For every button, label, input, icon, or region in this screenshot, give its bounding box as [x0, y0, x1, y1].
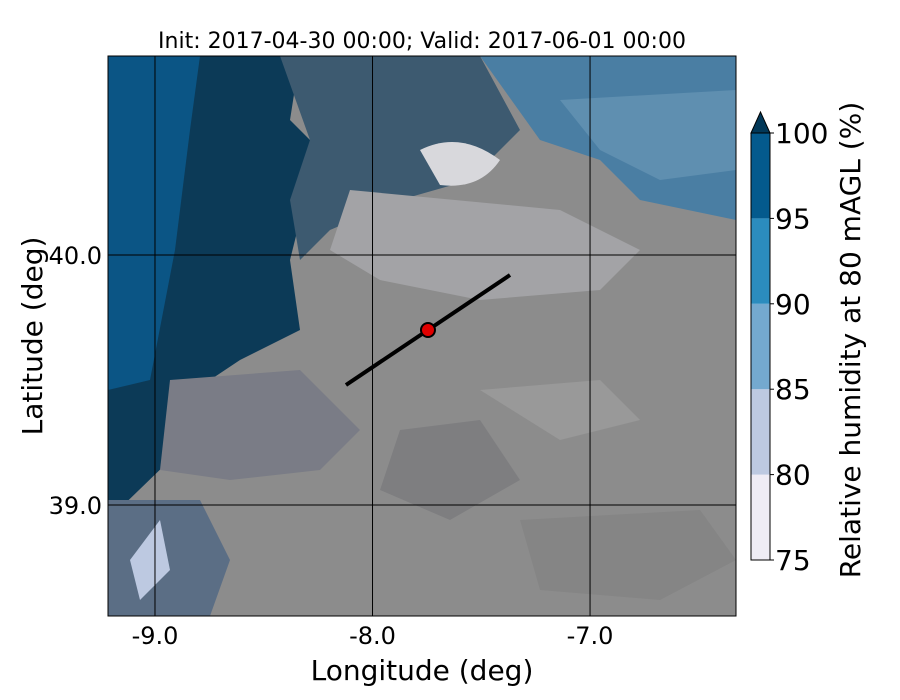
colorbar-tick-label: 80: [775, 459, 811, 492]
colorbar-frame: [750, 132, 771, 561]
y-tick-label: 40.0: [49, 242, 102, 270]
colorbar-tick-label: 95: [775, 202, 811, 235]
y-axis-label: Latitude (deg): [16, 237, 49, 436]
colorbar-bin: [751, 389, 770, 475]
colorbar-extend: [750, 110, 771, 134]
colorbar-bin: [751, 133, 770, 219]
colorbar-bin: [751, 474, 770, 560]
colorbar-bin: [751, 218, 770, 304]
x-axis-label: Longitude (deg): [311, 654, 534, 687]
colorbar-bin: [751, 303, 770, 390]
terrain: [108, 56, 736, 616]
x-tick-label: -7.0: [567, 622, 614, 650]
colorbar-tick-label: 100: [775, 117, 828, 150]
chart-title: Init: 2017-04-30 00:00; Valid: 2017-06-0…: [158, 29, 686, 54]
x-tick-label: -8.0: [349, 622, 396, 650]
x-tick-label: -9.0: [132, 622, 179, 650]
site-point: [419, 322, 436, 338]
plot-frame: [107, 55, 737, 617]
colorbar-tick-label: 85: [775, 373, 811, 406]
y-tick-label: 39.0: [49, 492, 102, 520]
colorbar-tick-label: 75: [775, 544, 811, 577]
colorbar-label: Relative humidity at 80 mAGL (%): [834, 102, 867, 579]
colorbar-tick-label: 90: [775, 288, 811, 321]
